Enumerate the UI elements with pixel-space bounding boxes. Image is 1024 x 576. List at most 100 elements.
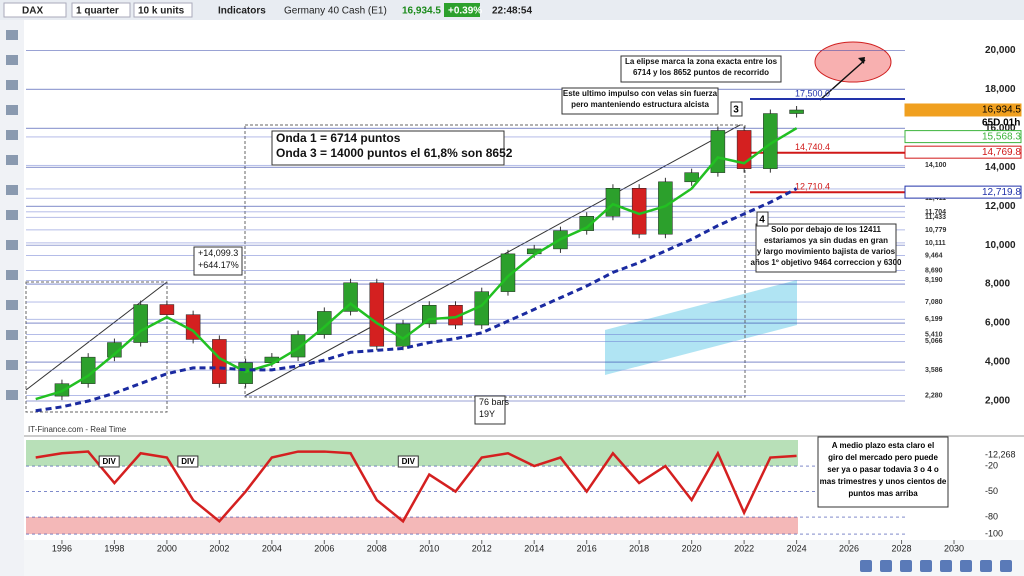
level-label: 10,779	[925, 227, 947, 234]
zoom-control[interactable]	[960, 560, 972, 572]
wave-label: 3	[733, 105, 739, 116]
note-box	[271, 130, 505, 166]
zoom-control[interactable]	[920, 560, 932, 572]
source: IT-Finance.com - Real Time	[28, 425, 127, 434]
candle	[710, 130, 726, 173]
change: +0.39%	[448, 6, 482, 17]
units-box[interactable]	[133, 2, 193, 18]
osc-note-text: A medio plazo esta claro el	[832, 441, 934, 450]
time-tick-label: 2014	[524, 543, 544, 553]
time-tick-label: 2028	[892, 543, 912, 553]
target-arrow	[819, 59, 866, 101]
tool-icon[interactable]	[6, 270, 18, 280]
price-tick-label: 12,000	[985, 201, 1016, 212]
time-tick-label: 2006	[314, 543, 334, 553]
time-tick-label: 1998	[104, 543, 124, 553]
level-label: 6,199	[925, 316, 943, 323]
tool-icon[interactable]	[6, 130, 18, 140]
oscillator-line	[35, 450, 797, 524]
div-box	[177, 455, 199, 468]
osc-tick-label: -20	[985, 460, 998, 470]
zoom-control[interactable]	[1000, 560, 1012, 572]
div-label: DIV	[402, 457, 416, 466]
tool-icon[interactable]	[6, 330, 18, 340]
price-tag	[904, 145, 1022, 159]
level-label: 10,111	[925, 240, 946, 247]
tool-icon[interactable]	[6, 155, 18, 165]
price-tick-label: 18,000	[985, 84, 1016, 95]
level-label: 5,410	[925, 331, 943, 338]
time-tick-label: 2000	[157, 543, 177, 553]
fast-average	[35, 127, 798, 401]
period[interactable]: 1 quarter	[76, 6, 119, 17]
tool-icon[interactable]	[6, 300, 18, 310]
change-badge	[444, 3, 480, 17]
wave-box	[756, 211, 769, 227]
time-tick-label: 2004	[262, 543, 282, 553]
price-tick-label: 4,000	[985, 357, 1010, 368]
level-label: 9,464	[925, 252, 943, 259]
candle	[579, 216, 594, 231]
osc-tick-label: -50	[985, 486, 998, 496]
note-text: +14,099.3	[198, 248, 238, 258]
period-box[interactable]	[71, 2, 131, 18]
note-text: Onda 3 = 14000 puntos el 61,8% son 8652	[276, 146, 513, 160]
left-toolbar	[0, 20, 24, 576]
time-tick-label: 2018	[629, 543, 649, 553]
wave-box	[730, 101, 743, 117]
osc-note-text: ser ya o pasar todavia 3 o 4 o	[827, 465, 939, 474]
tool-icon[interactable]	[6, 390, 18, 400]
tool-icon[interactable]	[6, 185, 18, 195]
projection-channel	[605, 280, 797, 375]
candle	[763, 113, 778, 169]
div-label: DIV	[181, 457, 195, 466]
div-label: DIV	[103, 457, 117, 466]
tool-icon[interactable]	[6, 210, 18, 220]
price-tag	[904, 185, 1022, 199]
zoom-control[interactable]	[900, 560, 912, 572]
tool-icon[interactable]	[6, 105, 18, 115]
zoom-control[interactable]	[940, 560, 952, 572]
note-text: 19Y	[479, 409, 495, 419]
level-label: 3,586	[925, 367, 943, 374]
note-text: Solo por debajo de los 12411	[771, 225, 881, 234]
zoom-control[interactable]	[880, 560, 892, 572]
price-tick-label: 8,000	[985, 279, 1010, 290]
note-text: pero manteniendo estructura alcista	[571, 100, 709, 109]
tool-icon[interactable]	[6, 80, 18, 90]
time-tick-label: 2022	[734, 543, 754, 553]
note-text: 6714 y los 8652 puntos de recorrido	[633, 68, 769, 77]
units[interactable]: 10 k units	[138, 6, 185, 17]
price-tag	[904, 130, 1022, 144]
zoom-control[interactable]	[980, 560, 992, 572]
candle	[736, 130, 752, 169]
time-tick-label: 2008	[367, 543, 387, 553]
zoom-control[interactable]	[860, 560, 872, 572]
time-tick-label: 2024	[787, 543, 807, 553]
level-label: 8,190	[925, 277, 943, 284]
timer: 65D 01h	[982, 118, 1020, 129]
osc-tick-label: -100	[985, 528, 1003, 538]
key-line-label: 12,710.4	[795, 182, 830, 192]
note-box	[620, 55, 782, 83]
tool-icon[interactable]	[6, 240, 18, 250]
note-box	[561, 87, 719, 115]
level-label: 7,080	[925, 299, 943, 306]
div-box	[397, 455, 419, 468]
symbol-box[interactable]	[3, 2, 67, 18]
tool-icon[interactable]	[6, 360, 18, 370]
tool-icon[interactable]	[6, 30, 18, 40]
osc-note-text: puntos mas arriba	[848, 489, 918, 498]
candle	[422, 304, 437, 325]
symbol[interactable]: DAX	[22, 6, 43, 17]
time-tick-label: 2020	[682, 543, 702, 553]
level-label: 14,100	[925, 162, 947, 169]
note-text: La elipse marca la zona exacta entre los	[625, 57, 778, 66]
price-tick-label: 16,000	[985, 123, 1016, 134]
indicators-button[interactable]: Indicators	[218, 6, 266, 17]
time-tick-label: 2030	[944, 543, 964, 553]
candle	[343, 282, 358, 312]
candle	[369, 282, 385, 347]
tool-icon[interactable]	[6, 55, 18, 65]
key-line-label: 14,740.4	[795, 142, 830, 152]
